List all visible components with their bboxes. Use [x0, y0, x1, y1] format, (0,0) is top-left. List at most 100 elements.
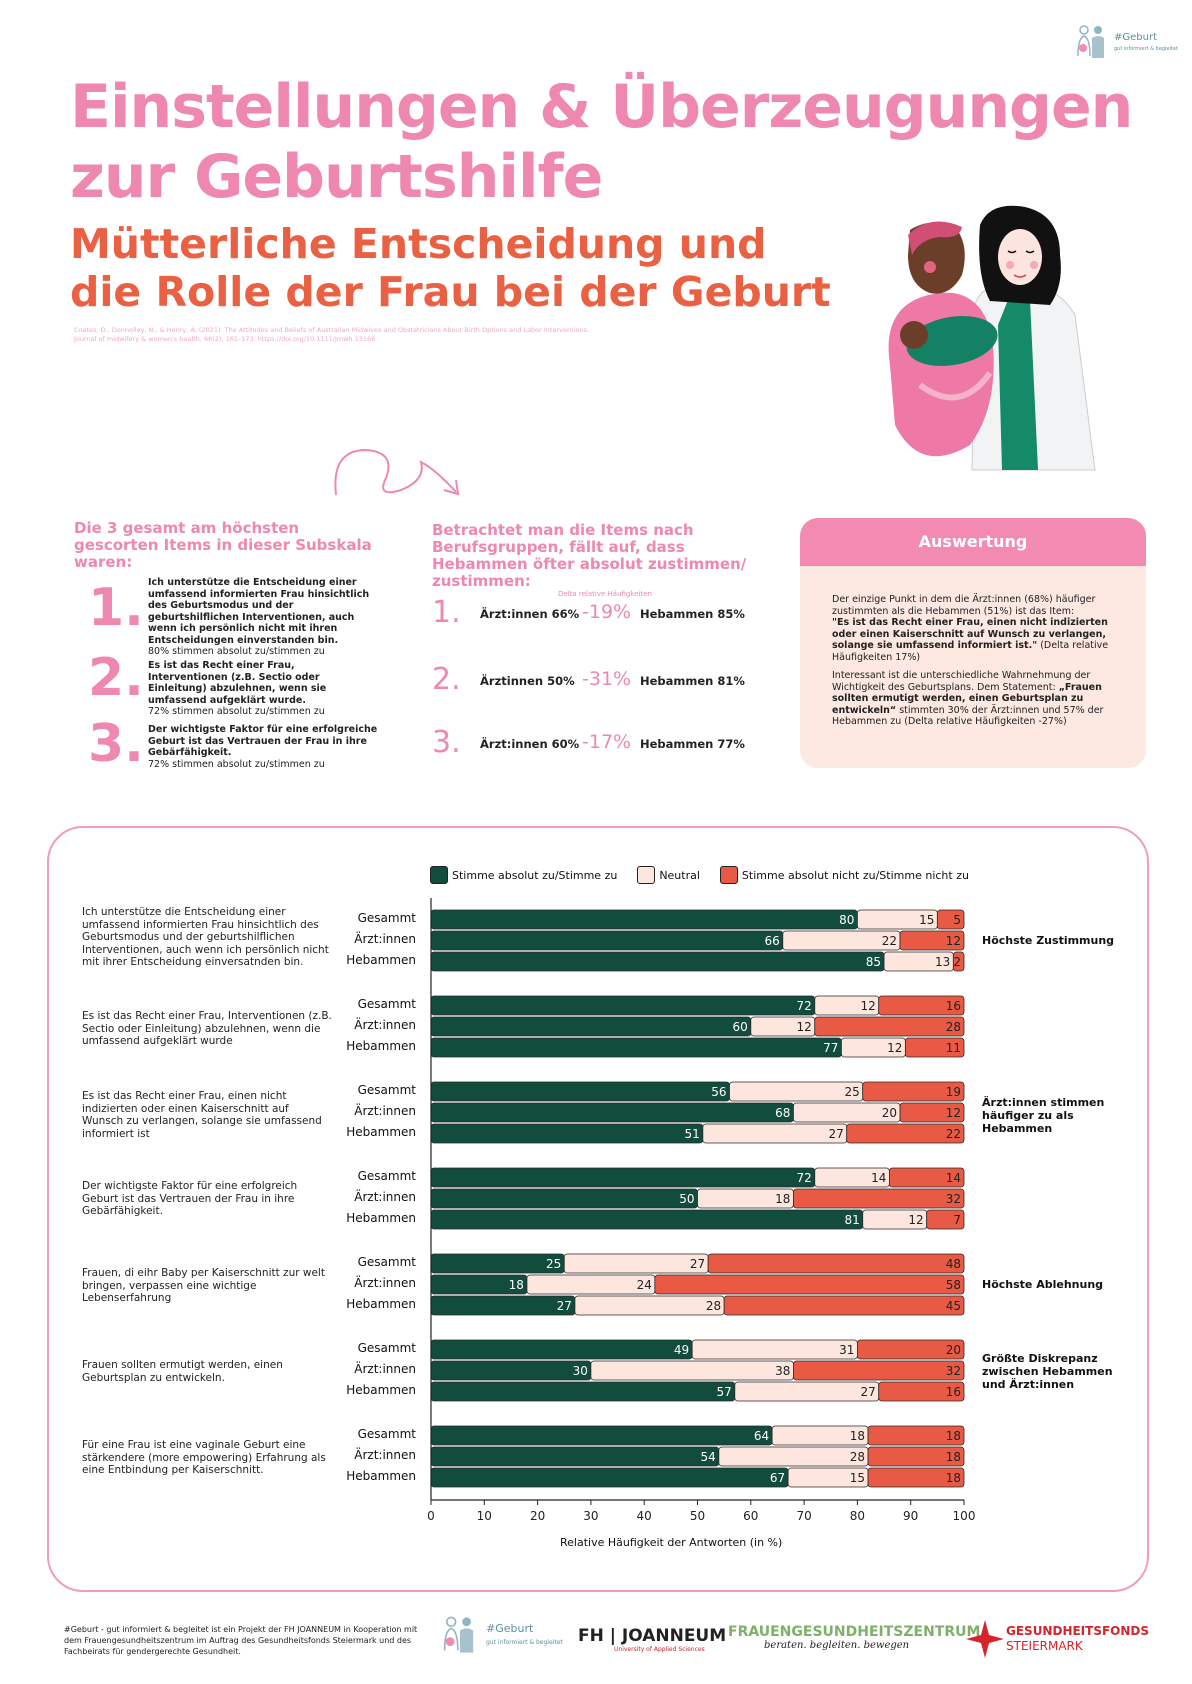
value-label-g2-r1-neutral: 12 [860, 999, 875, 1013]
note-group-1: Höchste Zustimmung [982, 934, 1115, 947]
evaluation-paragraph-2: Interessant ist die unterschiedliche Wah… [832, 670, 1122, 728]
middle-left-1: Ärzt:innen 66% [480, 607, 580, 621]
star-logo-icon [966, 1620, 1004, 1658]
bar-g3-r1-disagree [862, 1081, 965, 1102]
bar-g3-r2-disagree [899, 1102, 965, 1123]
bar-g6-r2-neutral [590, 1360, 794, 1381]
value-label-g1-r1-neutral: 15 [919, 913, 934, 927]
value-label-g6-r2-neutral: 38 [775, 1364, 790, 1378]
page-title-line1: Einstellungen & Überzeugungen [70, 72, 1133, 142]
middle-delta-2: -31% [582, 668, 632, 690]
arrow-doodle-icon [334, 448, 460, 496]
bar-g2-r1-disagree [878, 995, 965, 1016]
evaluation-p1-intro: Der einzige Punkt in dem die Ärzt:innen … [832, 594, 1096, 617]
value-label-g1-r3-agree: 85 [866, 955, 881, 969]
x-tick-label-80: 80 [850, 1509, 865, 1523]
value-label-g3-r1-neutral: 25 [844, 1085, 859, 1099]
bar-g7-r1-disagree [867, 1425, 965, 1446]
page-title-line2: zur Geburtshilfe [70, 142, 603, 212]
row-label-2-2: Ärzt:innen [354, 1018, 416, 1032]
value-label-g2-r2-agree: 60 [733, 1020, 748, 1034]
row-label-1-1: Gesammt [357, 911, 416, 925]
row-label-6-2: Ärzt:innen [354, 1362, 416, 1376]
bar-g4-r3-agree [430, 1209, 864, 1230]
x-tick-label-20: 20 [530, 1509, 545, 1523]
footer-logo4-text: GESUNDHEITSFONDS [1006, 1624, 1150, 1638]
value-label-g7-r1-agree: 64 [754, 1429, 769, 1443]
family-logo-icon [443, 1616, 474, 1653]
question-7-text: Für eine Frau ist eine vaginale Geburt e… [82, 1439, 326, 1476]
row-label-6-3: Hebammen [346, 1383, 416, 1397]
row-label-7-3: Hebammen [346, 1469, 416, 1483]
value-label-g3-r3-agree: 51 [685, 1127, 700, 1141]
x-tick-label-50: 50 [690, 1509, 705, 1523]
evaluation-p2-intro: Interessant ist die unterschiedliche Wah… [832, 670, 1091, 693]
value-label-g2-r2-disagree: 28 [946, 1020, 961, 1034]
row-label-3-2: Ärzt:innen [354, 1104, 416, 1118]
value-label-g5-r2-neutral: 24 [637, 1278, 652, 1292]
bar-g1-r3-disagree [952, 951, 965, 972]
middle-right-1: Hebammen 85% [640, 607, 745, 621]
x-tick-label-70: 70 [796, 1509, 811, 1523]
value-label-g3-r1-agree: 56 [711, 1085, 726, 1099]
row-label-1-3: Hebammen [346, 953, 416, 967]
footer-logo-geburt: #Geburt gut informiert & begleitet [438, 1612, 568, 1658]
value-label-g1-r1-agree: 80 [839, 913, 854, 927]
value-label-g7-r1-neutral: 18 [850, 1429, 865, 1443]
legend-label-disagree: Stimme absolut nicht zu/Stimme nicht zu [741, 868, 969, 882]
value-label-g4-r1-neutral: 14 [871, 1171, 886, 1185]
legend-swatch-agree [430, 866, 448, 884]
top3-heading: Die 3 gesamt am höchsten gescorten Items… [74, 519, 372, 571]
bar-g3-r2-agree [430, 1102, 794, 1123]
bar-g4-r2-disagree [793, 1188, 965, 1209]
value-label-g2-r1-disagree: 16 [946, 999, 961, 1013]
bar-g3-r1-neutral [729, 1081, 864, 1102]
page-subtitle-line1: Mütterliche Entscheidung und [70, 220, 767, 268]
bar-g6-r3-disagree [878, 1381, 965, 1402]
value-label-g7-r3-agree: 67 [770, 1471, 785, 1485]
bar-g7-r2-agree [430, 1446, 720, 1467]
middle-delta-3: -17% [582, 731, 632, 753]
evaluation-p2-bold: „Frauen sollten ermutigt werden, einen G… [832, 681, 1102, 716]
footer-logo3-text: FRAUENGESUNDHEITSZENTRUM [728, 1624, 981, 1640]
value-label-g7-r2-agree: 54 [701, 1450, 716, 1464]
parents-illustration [888, 205, 1096, 471]
footer-logo2-sub: University of Applied Sciences [614, 1646, 705, 1653]
question-5-text: Frauen, di eihr Baby per Kaiserschnitt z… [82, 1267, 325, 1304]
footer-logo1-text: #Geburt [486, 1622, 534, 1635]
value-label-g5-r2-agree: 18 [509, 1278, 524, 1292]
bar-g5-r1-agree [430, 1253, 565, 1274]
value-label-g4-r2-disagree: 32 [946, 1192, 961, 1206]
value-label-g1-r3-disagree: 2 [953, 955, 961, 969]
question-6-text: Frauen sollten ermutigt werden, einen Ge… [82, 1359, 283, 1384]
x-tick-label-10: 10 [477, 1509, 492, 1523]
value-label-g3-r2-neutral: 20 [882, 1106, 897, 1120]
note-group-3: Ärzt:innen stimmen häufiger zu als Hebam… [982, 1096, 1105, 1135]
value-label-g6-r1-neutral: 31 [839, 1343, 854, 1357]
middle-left-2: Ärztinnen 50% [480, 674, 575, 688]
middle-right-2: Hebammen 81% [640, 674, 745, 688]
value-label-g3-r2-disagree: 12 [946, 1106, 961, 1120]
x-tick-label-90: 90 [903, 1509, 918, 1523]
value-label-g5-r1-neutral: 27 [690, 1257, 705, 1271]
value-label-g3-r2-agree: 68 [775, 1106, 790, 1120]
top3-num-2: 2. [88, 648, 144, 708]
bar-g1-r1-agree [430, 909, 858, 930]
top3-item-3-text: Der wichtigste Faktor für eine erfolgrei… [148, 724, 378, 758]
row-label-7-2: Ärzt:innen [354, 1448, 416, 1462]
bar-g5-r3-neutral [574, 1295, 725, 1316]
bar-g6-r3-agree [430, 1381, 736, 1402]
middle-num-3: 3. [432, 725, 461, 760]
page-subtitle: Mütterliche Entscheidung und die Rolle d… [70, 220, 831, 316]
question-3-text: Es ist das Recht einer Frau, einen nicht… [82, 1090, 322, 1140]
value-label-g4-r1-disagree: 14 [946, 1171, 961, 1185]
evaluation-p1-bold: "Es ist das Recht einer Frau, einen nich… [832, 617, 1108, 651]
x-tick-label-100: 100 [953, 1509, 976, 1523]
note-group-6: Größte Diskrepanz zwischen Hebammen und … [982, 1352, 1113, 1391]
bar-g6-r2-disagree [793, 1360, 965, 1381]
bar-g5-r1-disagree [707, 1253, 965, 1274]
bar-g7-r3-disagree [867, 1467, 965, 1488]
middle-num-1: 1. [432, 595, 461, 630]
row-label-3-1: Gesammt [357, 1083, 416, 1097]
value-label-g4-r2-agree: 50 [679, 1192, 694, 1206]
